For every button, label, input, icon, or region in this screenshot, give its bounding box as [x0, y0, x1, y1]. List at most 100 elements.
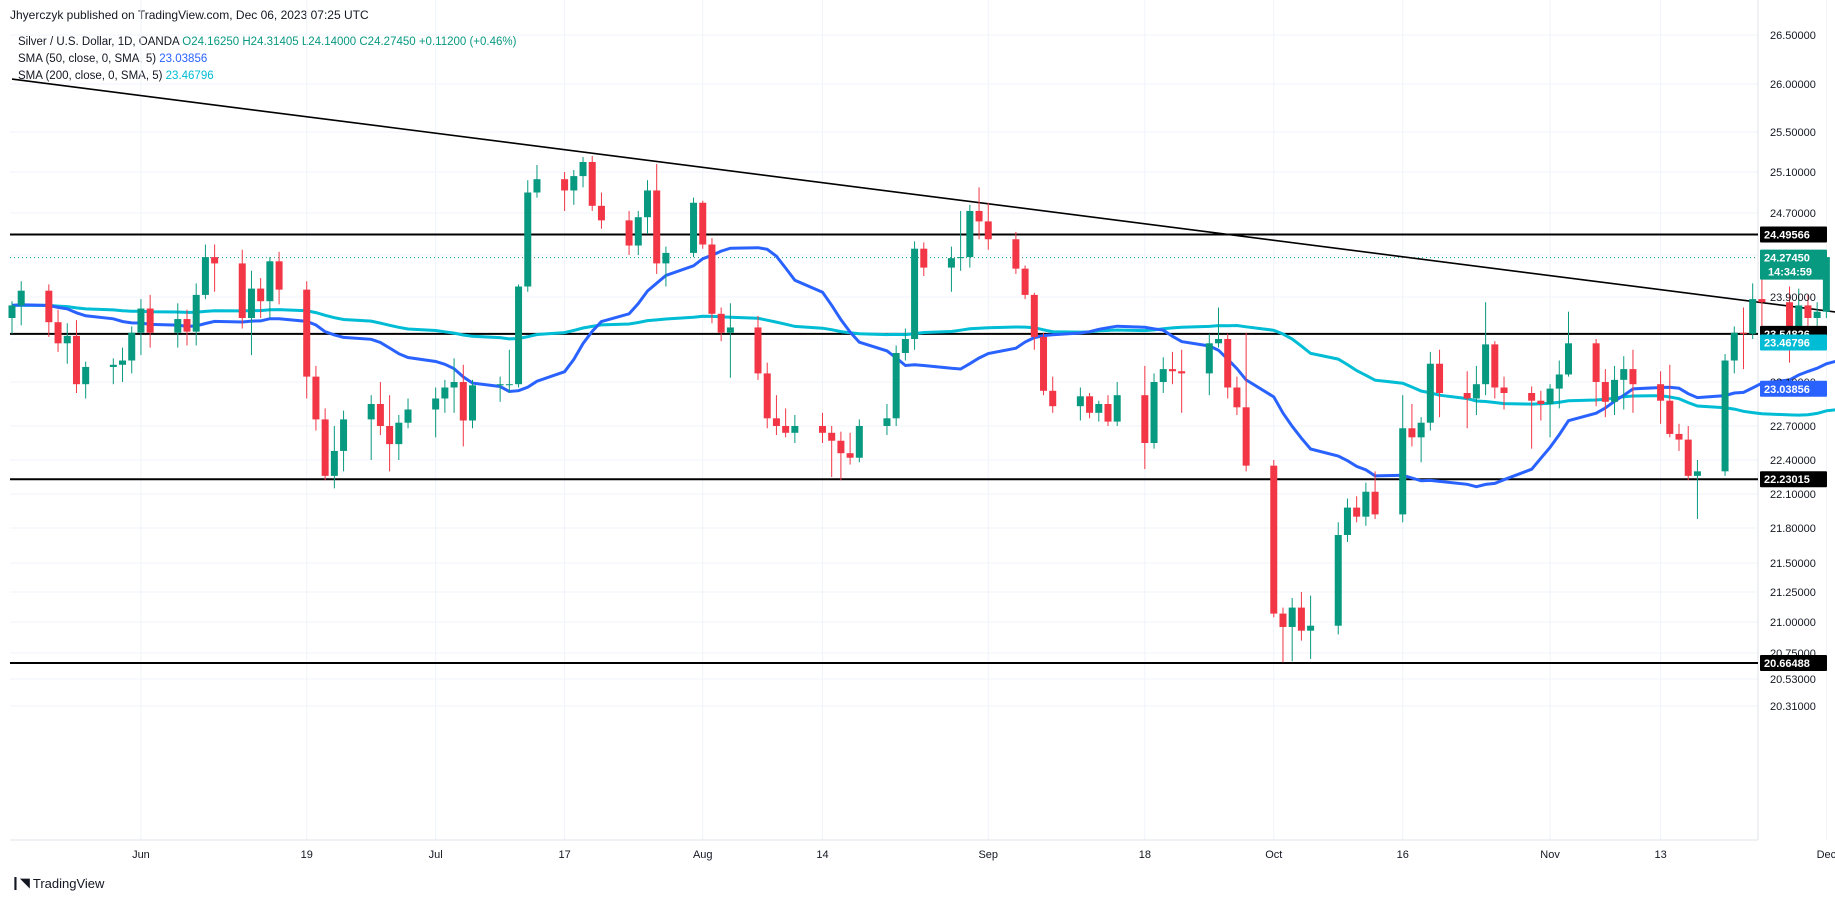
candle-body	[653, 190, 661, 264]
last-price-label-bg	[1760, 249, 1827, 280]
candle-body	[137, 308, 145, 333]
candle	[1592, 339, 1600, 407]
price-tick-label: 25.50000	[1770, 127, 1816, 139]
candle	[119, 347, 127, 382]
candle-body	[109, 364, 117, 367]
candle	[1620, 356, 1628, 410]
candle	[1500, 376, 1508, 410]
candle	[763, 362, 771, 429]
candle-body	[321, 419, 329, 476]
candle	[754, 315, 762, 380]
legend-sma50-label: SMA (50, close, 0, SMA, 5)	[18, 53, 157, 65]
candle	[1215, 307, 1223, 348]
candle	[137, 299, 145, 356]
candle	[1739, 307, 1747, 370]
candle-body	[515, 286, 523, 385]
horizontal-levels	[10, 233, 1758, 665]
candle-body	[690, 202, 698, 253]
candle-body	[1086, 396, 1094, 413]
candle-body	[330, 450, 338, 476]
candle	[1417, 417, 1425, 463]
candle	[257, 278, 265, 318]
candle	[1399, 395, 1407, 523]
candle	[367, 395, 375, 460]
candle-body	[146, 308, 154, 333]
candle-body	[1730, 332, 1738, 361]
sma50-group	[11, 246, 1835, 489]
tradingview-footer[interactable]: ❙◥ TradingView	[10, 875, 104, 891]
candle-body	[266, 261, 274, 302]
candle	[1113, 382, 1121, 426]
candle	[1491, 341, 1499, 399]
candle-body	[1491, 344, 1499, 388]
candle	[515, 284, 523, 388]
price-tick-label: 21.80000	[1770, 523, 1816, 535]
candle	[1040, 332, 1048, 396]
candle	[911, 241, 919, 350]
sma50-price-label-bg	[1760, 380, 1827, 397]
candle	[1168, 351, 1176, 385]
legend-symbol-row: Silver / U.S. Dollar, 1D, OANDA O24.1625…	[18, 34, 516, 51]
sma50-price-label: 23.03856	[1760, 380, 1827, 397]
sma50-line	[11, 246, 1835, 489]
candle-body	[1758, 299, 1766, 303]
candle-body	[966, 210, 974, 258]
candle-body	[1113, 395, 1121, 422]
candle	[1012, 231, 1020, 274]
candle	[1307, 595, 1315, 659]
level-price-label-text: 20.66488	[1764, 658, 1810, 670]
candle	[966, 204, 974, 268]
candle	[1482, 302, 1490, 396]
candle	[238, 249, 246, 329]
candle-body	[1693, 471, 1701, 476]
candle	[818, 412, 826, 443]
candle-body	[1555, 374, 1563, 389]
level-price-label-bg	[1760, 655, 1827, 672]
candle	[72, 320, 80, 393]
candle-body	[1307, 625, 1315, 631]
price-tick-label: 21.00000	[1770, 617, 1816, 629]
candle-body	[303, 289, 311, 377]
legend-symbol: Silver / U.S. Dollar, 1D, OANDA	[18, 36, 180, 48]
candle-body	[17, 290, 25, 306]
candle-body	[386, 426, 394, 445]
candle-body	[82, 366, 90, 385]
candle	[625, 210, 633, 255]
price-tick-label: 22.40000	[1770, 455, 1816, 467]
candle-body	[441, 387, 449, 399]
candle	[1555, 360, 1563, 409]
candle	[1279, 607, 1287, 663]
last-price-label: 24.27450 14:34:59	[1760, 249, 1827, 280]
candle	[1159, 357, 1167, 393]
price-axis[interactable]: 20.3100020.5300020.7500021.0000021.25000…	[1770, 30, 1816, 713]
price-tick-label: 26.00000	[1770, 79, 1816, 91]
legend-sma50-row: SMA (50, close, 0, SMA, 5) 23.03856	[18, 51, 516, 68]
candle-body	[192, 294, 200, 332]
candle-body	[1436, 363, 1444, 393]
candle	[772, 395, 780, 436]
candle	[1758, 276, 1766, 335]
time-tick-label: 18	[1139, 849, 1151, 861]
candle	[524, 180, 532, 292]
candle	[855, 419, 863, 463]
candle	[266, 257, 274, 318]
candle-body	[1343, 507, 1351, 535]
candle-body	[1178, 371, 1186, 374]
price-tick-label: 24.70000	[1770, 208, 1816, 220]
candle	[1233, 376, 1241, 415]
candle-body	[1528, 393, 1536, 401]
legend-sma200-value: 23.46796	[165, 70, 214, 82]
chart-grid	[10, 0, 1827, 840]
candle	[726, 303, 734, 378]
candle-body	[947, 258, 955, 268]
candle-body	[1813, 311, 1821, 318]
candle	[183, 309, 191, 346]
candle-body	[791, 426, 799, 433]
candle-body	[1353, 507, 1361, 517]
time-axis[interactable]: Jun19Jul17Aug14Sep18Oct16Nov13Dec182024	[132, 849, 1835, 861]
time-tick-label: Oct	[1265, 849, 1282, 861]
candle	[376, 382, 384, 436]
candle	[920, 242, 928, 276]
candle-body	[376, 404, 384, 426]
